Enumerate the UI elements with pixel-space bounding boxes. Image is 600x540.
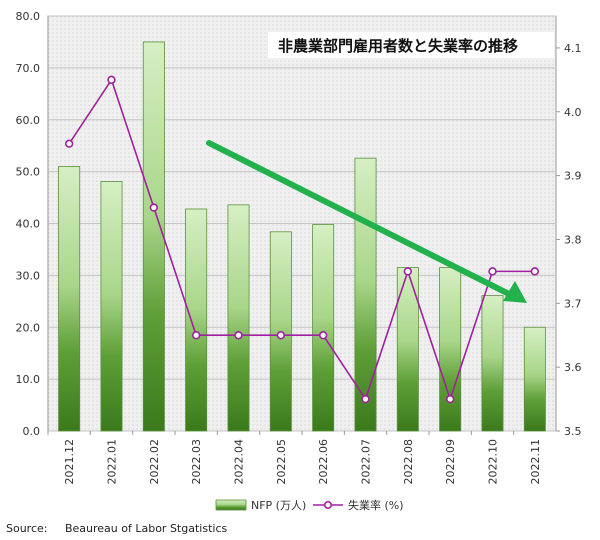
right-axis-tick-label: 4.1: [564, 42, 582, 55]
right-axis-tick-label: 3.8: [564, 233, 582, 246]
left-axis-tick-label: 30.0: [16, 269, 41, 282]
trend-arrow-shaft: [206, 140, 514, 298]
right-axis-tick-label: 3.9: [564, 170, 582, 183]
axes: 0.0 10.0 20.0 30.0 40.0 50.0 60.0 70.0 80.0 3.5 3.…: [16, 10, 582, 485]
bar: [100, 181, 123, 432]
legend-swatch-marker: [323, 500, 332, 509]
bar: [523, 326, 546, 432]
left-axis-tick-label: 40.0: [16, 218, 41, 231]
annotations: [206, 140, 527, 303]
bar: [312, 224, 335, 432]
line-marker: [191, 331, 201, 340]
x-axis-tick-label: 2022.11: [529, 439, 542, 485]
x-axis-tick-label: 2022.08: [402, 439, 415, 485]
unemployment-line: [68, 78, 535, 402]
plot-area: [47, 15, 557, 432]
line-marker: [64, 139, 74, 148]
left-axis-tick-label: 20.0: [16, 321, 41, 334]
bar: [439, 267, 462, 432]
x-axis-tick-label: 2022.10: [487, 439, 500, 485]
left-axis-tick-label: 80.0: [16, 10, 41, 23]
line-marker: [445, 394, 455, 404]
line-marker: [107, 75, 116, 85]
bar: [227, 204, 250, 432]
line-marker: [403, 267, 413, 276]
legend-swatch-bar: [215, 499, 247, 511]
trend-arrow-head: [503, 281, 527, 303]
right-axis-tick-label: 4.0: [564, 106, 582, 119]
bar-series: [58, 41, 546, 432]
left-axis-tick-label: 0.0: [23, 425, 41, 438]
bar: [185, 208, 208, 432]
line-marker: [149, 203, 159, 212]
bar: [142, 41, 165, 432]
x-axis-tick-label: 2022.02: [148, 439, 161, 485]
left-axis-tick-label: 60.0: [16, 114, 41, 127]
left-axis-tick-label: 50.0: [16, 166, 41, 179]
legend: NFP (万人) 失業率 (%): [215, 498, 404, 512]
line-marker: [276, 331, 286, 340]
legend-label-line: 失業率 (%): [348, 498, 404, 512]
right-axis-tick-label: 3.5: [564, 425, 582, 438]
line-marker: [318, 331, 328, 340]
x-axis-tick-label: 2022.03: [190, 439, 203, 485]
line-marker: [488, 267, 497, 276]
line-marker: [530, 267, 540, 276]
bar: [481, 295, 504, 432]
x-axis-tick-label: 2022.07: [360, 439, 373, 485]
legend-label-bar: NFP (万人): [251, 499, 306, 512]
left-axis-tick-label: 70.0: [16, 62, 41, 75]
x-axis-tick-label: 2021.12: [63, 439, 76, 485]
x-axis-tick-label: 2022.05: [275, 439, 288, 485]
source-note: Source: Beaureau of Labor Stgatistics: [6, 522, 228, 535]
left-axis-tick-label: 10.0: [16, 373, 41, 386]
right-axis-tick-label: 3.6: [564, 361, 582, 374]
x-axis-tick-label: 2022.04: [233, 439, 246, 485]
bar: [58, 166, 81, 432]
chart-title: 非農業部門雇用者数と失業率の推移: [278, 37, 518, 55]
x-axis-tick-label: 2022.09: [444, 439, 457, 485]
title-box: 非農業部門雇用者数と失業率の推移: [268, 32, 554, 58]
line-series: [64, 75, 540, 404]
bar: [354, 157, 377, 432]
right-axis-tick-label: 3.7: [564, 297, 582, 310]
line-marker: [361, 394, 370, 404]
x-axis-tick-label: 2022.01: [106, 439, 119, 485]
line-marker: [234, 331, 243, 340]
title-background: [268, 32, 554, 58]
x-axis-tick-label: 2022.06: [317, 439, 330, 485]
